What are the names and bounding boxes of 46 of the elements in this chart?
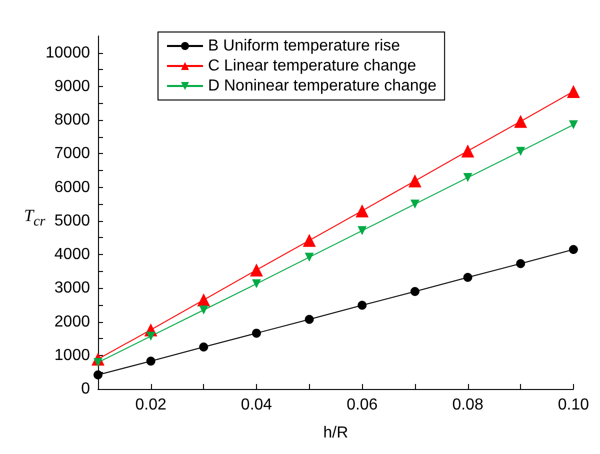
x-tick-label: 0.06: [346, 396, 378, 414]
point: [304, 252, 314, 262]
y-tick-label: 3000: [54, 280, 90, 297]
y-tick-label: 9000: [54, 78, 90, 95]
point: [199, 342, 208, 352]
point: [356, 204, 369, 218]
y-tick-label: 5000: [54, 212, 90, 230]
point: [461, 144, 474, 158]
y-tick-label: 6000: [54, 178, 90, 196]
point: [199, 305, 208, 314]
point: [410, 287, 420, 296]
point: [252, 279, 261, 288]
y-tick-label: 0: [81, 380, 90, 398]
point: [302, 234, 316, 247]
point: [410, 200, 420, 209]
point: [514, 114, 528, 128]
y-tick-label: 4000: [54, 246, 90, 264]
point: [358, 300, 367, 310]
point: [252, 328, 261, 338]
legend-label: B Uniform temperature rise: [208, 38, 400, 54]
y-tick-label: 8000: [54, 112, 90, 129]
y-tick-label: 1000: [54, 346, 90, 364]
legend-label: C Linear temperature change: [208, 58, 416, 74]
x-tick-label: 0.02: [135, 396, 166, 414]
x-tick-label: 0.08: [452, 396, 484, 414]
point: [358, 226, 367, 236]
point: [516, 146, 526, 156]
y-tick-label: 7000: [54, 145, 90, 162]
x-tick-label: 0.04: [240, 396, 272, 414]
point: [250, 263, 263, 276]
point: [516, 259, 526, 268]
point: [146, 332, 156, 341]
legend-label: D Noninear temperature change: [208, 78, 437, 94]
y-tick-label: 2000: [54, 313, 90, 330]
y-axis-title: T$_{cr}$: [24, 206, 46, 230]
point: [463, 173, 472, 182]
point: [463, 272, 472, 282]
point: [304, 314, 314, 324]
x-tick-label: 0.10: [558, 396, 590, 414]
y-tick-label: 10000: [46, 44, 90, 62]
point: [568, 120, 578, 130]
x-axis-title: h/R: [323, 424, 348, 442]
point: [146, 356, 156, 366]
point: [408, 174, 422, 188]
point: [566, 84, 580, 98]
point: [568, 244, 578, 254]
